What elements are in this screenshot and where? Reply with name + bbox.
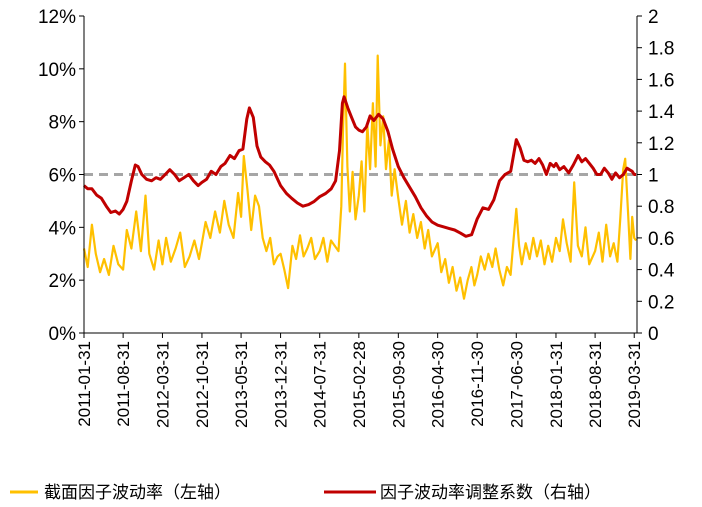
- x-tick-label: 2017-06-30: [507, 341, 526, 428]
- x-tick-label: 2018-01-31: [547, 341, 566, 428]
- left-tick-label: 12%: [38, 7, 76, 28]
- right-tick-label: 1.6: [648, 70, 674, 91]
- right-tick-label: 1.2: [648, 134, 674, 155]
- x-tick-label: 2015-09-30: [389, 341, 408, 428]
- right-tick-label: 0: [648, 324, 659, 345]
- right-tick-label: 1: [648, 166, 659, 187]
- left-tick-label: 10%: [38, 60, 76, 81]
- left-tick-label: 6%: [49, 166, 77, 187]
- left-tick-label: 0%: [49, 324, 77, 345]
- right-tick-label: 0.6: [648, 229, 674, 250]
- left-axis-ticks: 0% 2% 4% 6% 8% 10% 12%: [38, 7, 84, 345]
- series-cross-sectional-volatility: [82, 54, 637, 300]
- x-tick-label: 2012-03-31: [153, 341, 172, 428]
- x-tick-label: 2018-08-31: [586, 341, 605, 428]
- legend-label-volatility: 截面因子波动率（左轴）: [44, 483, 231, 503]
- x-tick-label: 2011-01-31: [75, 341, 94, 427]
- right-tick-label: 0.4: [648, 261, 675, 282]
- legend-label-coefficient: 因子波动率调整系数（右轴）: [380, 483, 601, 503]
- legend: 截面因子波动率（左轴） 因子波动率调整系数（右轴）: [10, 483, 601, 503]
- x-tick-label: 2019-03-31: [625, 341, 644, 428]
- left-tick-label: 4%: [49, 218, 77, 239]
- x-tick-label: 2011-08-31: [114, 341, 133, 427]
- left-tick-label: 8%: [49, 113, 77, 134]
- right-tick-label: 1.4: [648, 102, 675, 123]
- x-tick-label: 2013-12-31: [272, 341, 291, 428]
- x-tick-label: 2012-10-31: [193, 341, 212, 428]
- x-tick-label: 2013-05-31: [232, 341, 251, 428]
- series-adjustment-coefficient: [83, 95, 637, 238]
- right-tick-label: 1.8: [648, 39, 674, 60]
- right-axis-ticks: 0 0.2 0.4 0.6 0.8 1 1.2 1.4 1.6 1.8 2: [637, 7, 675, 345]
- right-tick-label: 0.2: [648, 292, 674, 313]
- right-tick-label: 0.8: [648, 197, 674, 218]
- x-tick-label: 2016-11-30: [468, 341, 487, 427]
- x-tick-label: 2016-04-30: [429, 341, 448, 428]
- x-tick-label: 2014-07-31: [311, 341, 330, 428]
- right-tick-label: 2: [648, 7, 659, 28]
- x-axis-ticks: 2011-01-31 2011-08-31 2012-03-31 2012-10-31…: [75, 333, 644, 428]
- x-tick-label: 2015-02-28: [350, 341, 369, 428]
- left-tick-label: 2%: [49, 271, 77, 292]
